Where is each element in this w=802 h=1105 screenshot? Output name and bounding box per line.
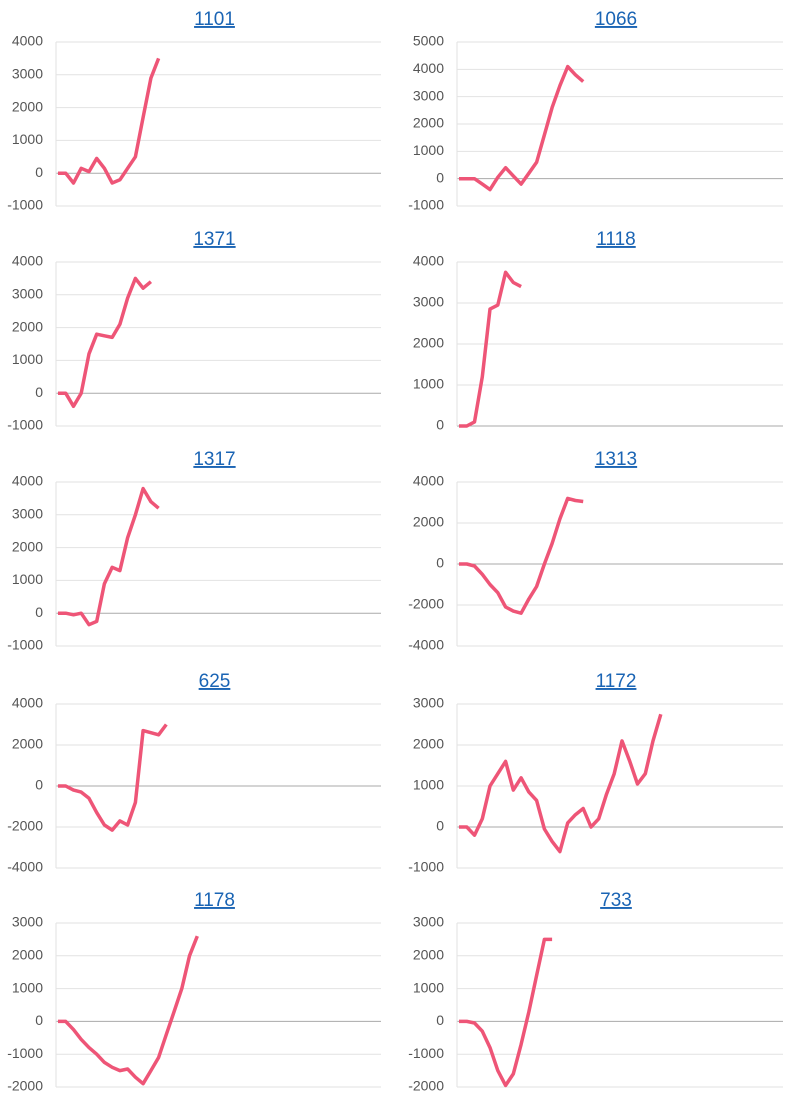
y-tick-label: 3000 [12,286,43,302]
y-tick-label: 1000 [12,979,43,995]
line-series [58,935,199,1086]
y-tick-label: 4000 [413,60,444,76]
chart-title[interactable]: 1172 [596,671,637,692]
y-tick-label: -1000 [408,859,444,875]
y-tick-label: 0 [35,604,43,620]
y-tick-label: 0 [35,1012,43,1028]
chart-title[interactable]: 1066 [595,9,637,30]
y-tick-label: 2000 [413,947,444,963]
y-tick-label: 3000 [413,87,444,103]
line-series [459,64,585,192]
y-tick-label: 0 [35,384,43,400]
chart-title[interactable]: 1101 [194,9,235,30]
y-tick-label: 1000 [413,376,444,392]
y-tick-label: 1000 [12,131,43,147]
chart-title[interactable]: 1118 [596,229,635,250]
y-tick-label: 3000 [413,695,444,711]
y-tick-label: 2000 [413,514,444,530]
y-tick-label: 3000 [12,506,43,522]
y-tick-label: 1000 [413,142,444,158]
y-tick-label: 4000 [12,695,43,711]
y-tick-label: 5000 [413,33,444,49]
y-tick-label: 2000 [12,318,43,334]
y-tick-label: 3000 [12,914,43,930]
y-tick-label: 0 [436,1012,444,1028]
y-tick-label: -1000 [408,1045,444,1061]
y-tick-label: -1000 [408,197,444,213]
y-tick-label: 0 [436,169,444,185]
chart-title[interactable]: 1178 [194,890,235,911]
y-tick-label: 2000 [12,947,43,963]
y-tick-label: 1000 [12,571,43,587]
y-tick-label: 4000 [413,473,444,489]
line-series [58,723,168,832]
line-series [58,57,161,185]
line-series [58,276,153,409]
chart-title[interactable]: 625 [199,671,231,692]
chart-title[interactable]: 1317 [193,449,235,470]
y-tick-label: 2000 [413,115,444,131]
line-series [459,937,553,1088]
y-tick-label: 2000 [413,736,444,752]
y-tick-label: -2000 [408,596,444,612]
y-tick-label: 0 [436,555,444,571]
y-tick-label: 0 [436,417,444,433]
y-tick-label: 4000 [12,253,43,269]
chart-title[interactable]: 1371 [193,229,235,250]
y-tick-label: 2000 [413,335,444,351]
y-tick-label: 2000 [12,736,43,752]
y-tick-label: -1000 [7,637,43,653]
y-tick-label: 1000 [12,351,43,367]
y-tick-label: 2000 [12,538,43,554]
y-tick-label: 1000 [413,979,444,995]
chart-title[interactable]: 733 [600,890,632,911]
y-tick-label: 2000 [12,98,43,114]
line-series [459,496,584,615]
line-series [58,486,160,627]
y-tick-label: 3000 [413,294,444,310]
line-series [459,713,663,854]
y-tick-label: -2000 [7,1078,43,1094]
y-tick-label: -1000 [7,1045,43,1061]
y-tick-label: -2000 [408,1078,444,1094]
y-tick-label: 0 [436,818,444,834]
y-tick-label: 3000 [413,914,444,930]
y-tick-label: -2000 [7,818,43,834]
y-tick-label: 4000 [12,473,43,489]
y-tick-label: -4000 [408,637,444,653]
y-tick-label: -1000 [7,417,43,433]
y-tick-label: -1000 [7,197,43,213]
line-series [459,270,522,428]
y-tick-label: 4000 [12,33,43,49]
y-tick-label: 0 [35,164,43,180]
chart-title[interactable]: 1313 [595,449,637,470]
y-tick-label: 4000 [413,253,444,269]
y-tick-label: 1000 [413,777,444,793]
y-tick-label: -4000 [7,859,43,875]
y-tick-label: 0 [35,777,43,793]
y-tick-label: 3000 [12,66,43,82]
